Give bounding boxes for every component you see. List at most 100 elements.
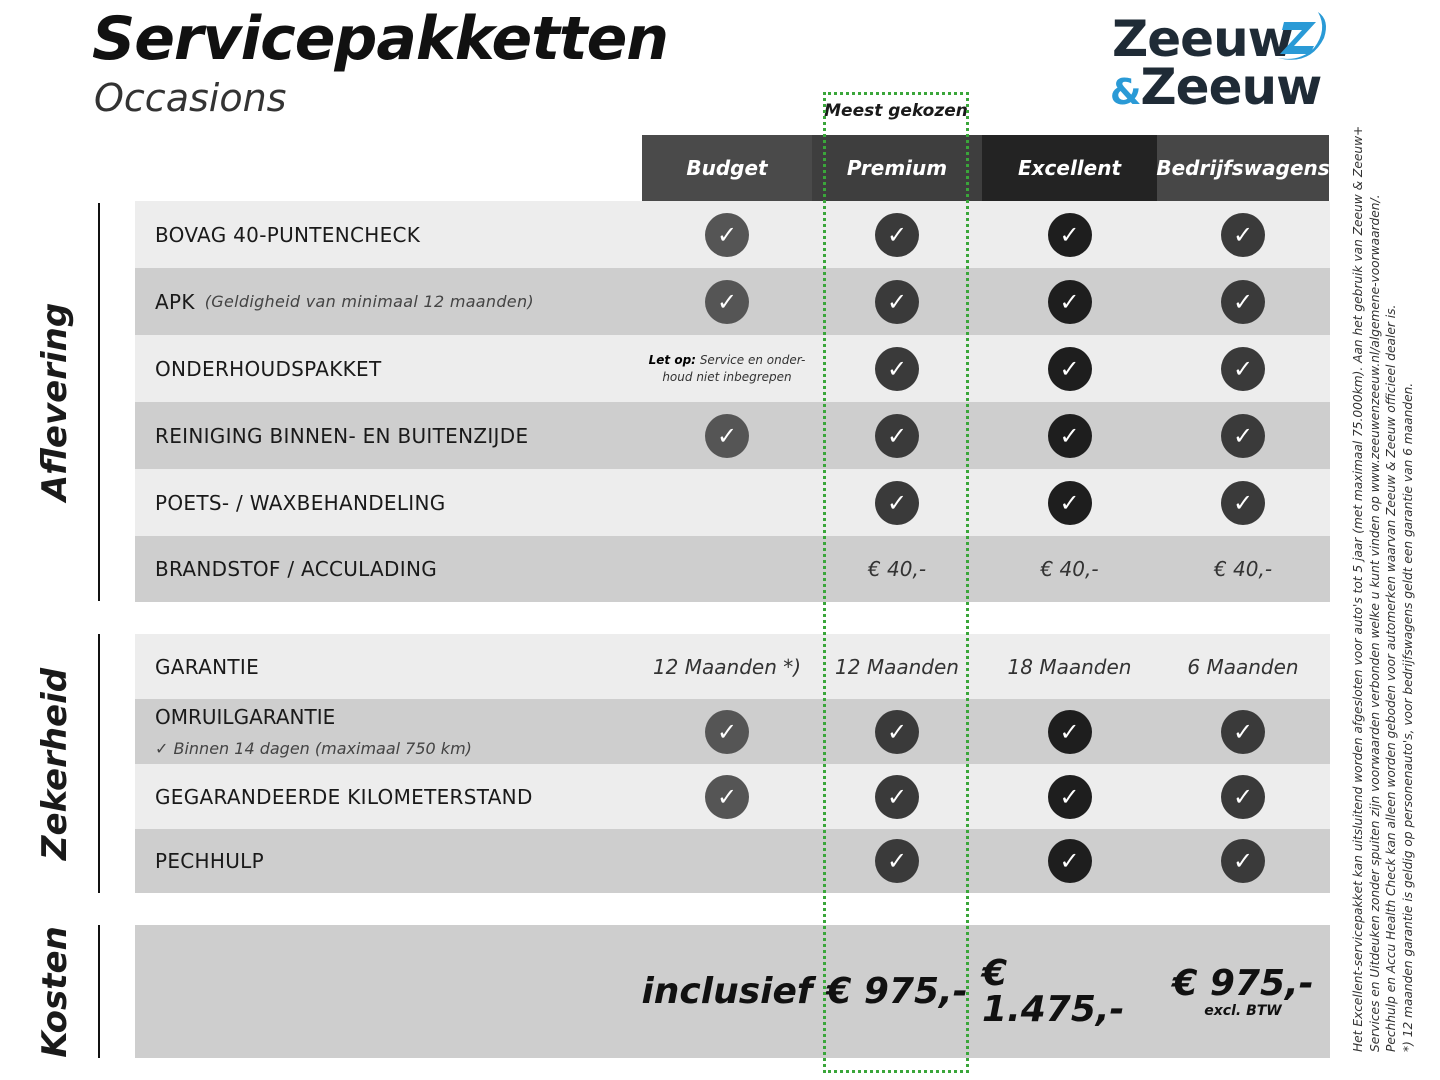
- zeeuw-logo: Zeeuw &Zeeuw: [1110, 8, 1335, 113]
- table-cell: ✓: [982, 699, 1157, 764]
- row-label: OMRUILGARANTIE: [155, 705, 336, 729]
- footnote: Pechhulp en Accu Health Check kan alleen…: [1384, 304, 1398, 1052]
- logo-line1: Zeeuw: [1112, 10, 1294, 68]
- price-cell: inclusief: [641, 925, 813, 1058]
- row-label-text: REINIGING BINNEN- EN BUITENZIJDE: [155, 423, 529, 448]
- table-cell: ✓: [982, 469, 1157, 536]
- check-icon: ✓: [875, 413, 919, 458]
- table-row: POETS- / WAXBEHANDELING ✓ ✓ ✓: [135, 469, 1330, 536]
- check-icon: ✓: [1047, 839, 1092, 883]
- row-label: APK (Geldigheid van minimaal 12 maanden): [155, 268, 534, 335]
- check-icon: ✓: [875, 709, 919, 754]
- section-divider: [98, 925, 100, 1058]
- table-cell: ✓: [812, 764, 982, 829]
- check-icon: ✓: [875, 480, 919, 525]
- table-cell: ✓: [812, 699, 982, 764]
- table-row: REINIGING BINNEN- EN BUITENZIJDE ✓ ✓ ✓ ✓: [135, 402, 1330, 469]
- section-label-aflevering: Aflevering: [0, 203, 110, 601]
- table-row: BRANDSTOF / ACCULADING € 40,- € 40,- € 40,-: [135, 536, 1330, 602]
- footnote: *) 12 maanden garantie is geldig op pers…: [1400, 382, 1415, 1052]
- table-cell: Let op: Service en onder-houd niet inbeg…: [642, 335, 812, 402]
- table-cell: ✓: [1157, 699, 1329, 764]
- price-cell: € 975,- excl. BTW: [1157, 925, 1329, 1058]
- table-cell: ✓: [642, 764, 812, 829]
- table-cell: [642, 536, 812, 602]
- check-icon: ✓: [875, 839, 919, 883]
- table-cell: ✓: [1157, 469, 1329, 536]
- logo-z-swoosh-icon: [1278, 12, 1326, 60]
- table-row: ONDERHOUDSPAKKET Let op: Service en onder…: [135, 335, 1330, 402]
- table-cell: ✓: [982, 402, 1157, 469]
- check-icon: ✓: [1047, 279, 1092, 324]
- section-title: Zekerheid: [35, 667, 76, 860]
- table-cell: [642, 829, 812, 893]
- check-icon: ✓: [1047, 480, 1092, 525]
- table-cell: ✓: [1157, 201, 1329, 268]
- note-line2: houd niet inbegrepen: [662, 369, 792, 384]
- footnotes: Het Excellent-servicepakket kan uitsluit…: [1350, 112, 1416, 1052]
- row-label-text: GARANTIE: [155, 654, 260, 679]
- table-cell: ✓: [1157, 268, 1329, 335]
- footnote: Het Excellent-servicepakket kan uitsluit…: [1351, 125, 1365, 1052]
- table-cell: 6 Maanden: [1187, 654, 1299, 679]
- price-value: inclusief: [641, 970, 813, 1012]
- check-icon: ✓: [1221, 774, 1265, 819]
- table-cell: € 40,-: [867, 557, 927, 581]
- table-cell: ✓: [982, 335, 1157, 402]
- table-cell: ✓: [812, 829, 982, 893]
- table-cell: ✓: [642, 201, 812, 268]
- row-label: POETS- / WAXBEHANDELING: [155, 469, 446, 536]
- price-cell: € 975,-: [812, 925, 982, 1058]
- check-icon: ✓: [875, 212, 919, 257]
- check-icon: ✓: [875, 774, 919, 819]
- check-icon: ✓: [705, 279, 749, 324]
- row-label-text: BRANDSTOF / ACCULADING: [155, 557, 438, 581]
- row-label: BOVAG 40-PUNTENCHECK: [155, 201, 420, 268]
- table-cell: ✓: [1157, 402, 1329, 469]
- check-icon: ✓: [1047, 212, 1092, 257]
- row-label: REINIGING BINNEN- EN BUITENZIJDE: [155, 402, 528, 469]
- check-icon: ✓: [1221, 709, 1265, 754]
- table-cell: ✓: [642, 402, 812, 469]
- row-label: PECHHULP: [155, 829, 264, 893]
- row-label: GEGARANDEERDE KILOMETERSTAND: [155, 764, 533, 829]
- section-label-zekerheid: Zekerheid: [0, 634, 110, 893]
- table-cell: [642, 469, 812, 536]
- note-line1: Service en onder-: [699, 352, 806, 367]
- row-label-text: BOVAG 40-PUNTENCHECK: [155, 222, 421, 247]
- table-row: APK (Geldigheid van minimaal 12 maanden) ✓…: [135, 268, 1330, 335]
- price-cell: € 1.475,-: [982, 925, 1157, 1058]
- most-chosen-highlight-box: [823, 92, 969, 1073]
- price-value: € 975,-: [826, 970, 968, 1012]
- check-icon: ✓: [1047, 709, 1092, 754]
- check-icon: ✓: [1221, 413, 1265, 458]
- table-cell: ✓: [642, 268, 812, 335]
- section-label-kosten: Kosten: [0, 925, 110, 1058]
- section-title: Kosten: [35, 925, 76, 1058]
- table-cell: 12 Maanden *): [652, 654, 802, 679]
- table-cell: ✓: [812, 335, 982, 402]
- note-text: Let op: Service en onder-houd niet inbeg…: [649, 352, 806, 386]
- table-cell: ✓: [642, 699, 812, 764]
- check-icon: ✓: [705, 709, 749, 754]
- table-cell: ✓: [982, 829, 1157, 893]
- table-row: GEGARANDEERDE KILOMETERSTAND ✓ ✓ ✓ ✓: [135, 764, 1330, 829]
- table-cell: ✓: [812, 469, 982, 536]
- logo-line2: &Zeeuw: [1110, 62, 1322, 112]
- table-cell: ✓: [982, 201, 1157, 268]
- column-header-budget: Budget: [642, 135, 812, 201]
- section-divider: [98, 634, 100, 893]
- table-cell: € 40,-: [1213, 557, 1273, 581]
- row-sublabel: ✓ Binnen 14 dagen (maximaal 750 km): [155, 739, 472, 758]
- check-icon: ✓: [1221, 480, 1265, 525]
- check-icon: ✓: [875, 279, 919, 324]
- check-icon: ✓: [705, 212, 749, 257]
- row-label-text: PECHHULP: [155, 849, 264, 873]
- check-icon: ✓: [875, 346, 919, 391]
- row-label: BRANDSTOF / ACCULADING: [155, 536, 437, 602]
- table-cell: ✓: [812, 201, 982, 268]
- table-cell: ✓: [982, 268, 1157, 335]
- page-title: Servicepakketten: [92, 4, 669, 74]
- column-header-excellent: Excellent: [982, 135, 1157, 201]
- table-cell: ✓: [812, 268, 982, 335]
